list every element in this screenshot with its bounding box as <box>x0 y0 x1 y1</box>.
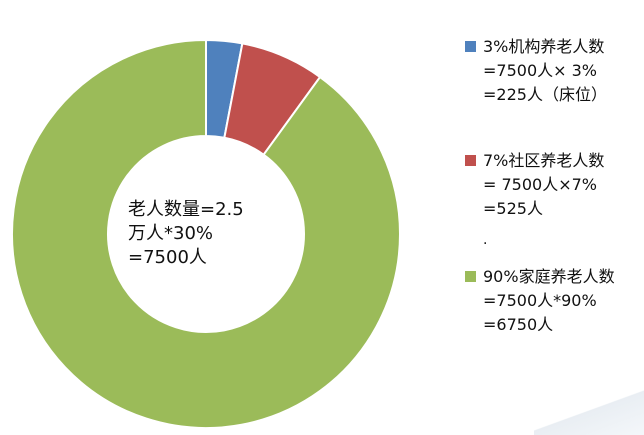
legend-line: 7%社区养老人数 <box>483 151 605 170</box>
legend-line: =7500人× 3% <box>483 61 598 80</box>
center-line-3: =7500人 <box>128 247 207 268</box>
center-line-2: 万人*30% <box>128 223 214 244</box>
donut-slice-family <box>11 38 401 429</box>
legend-item-institutional: 3%机构养老人数 =7500人× 3% =225人（床位） <box>465 35 640 107</box>
legend-line: =525人 <box>483 199 543 218</box>
legend-line: =225人（床位） <box>483 85 607 104</box>
legend-line: 90%家庭养老人数 <box>483 267 615 286</box>
legend-line: = 7500人×7% <box>483 175 598 194</box>
legend-swatch-family <box>465 271 476 282</box>
legend-line: =7500人*90% <box>483 291 597 310</box>
donut-center-label: 老人数量=2.5 万人*30% =7500人 <box>128 198 288 270</box>
legend-line: 3%机构养老人数 <box>483 37 605 56</box>
corner-decoration <box>534 375 644 435</box>
center-line-1: 老人数量=2.5 <box>128 199 244 220</box>
legend-item-family: 90%家庭养老人数 =7500人*90% =6750人 <box>465 265 640 337</box>
legend-swatch-institutional <box>465 41 476 52</box>
legend-item-community: 7%社区养老人数 = 7500人×7% =525人 <box>465 149 640 221</box>
legend-swatch-community <box>465 155 476 166</box>
legend-line: =6750人 <box>483 315 554 334</box>
separator-dot: . <box>483 232 488 248</box>
